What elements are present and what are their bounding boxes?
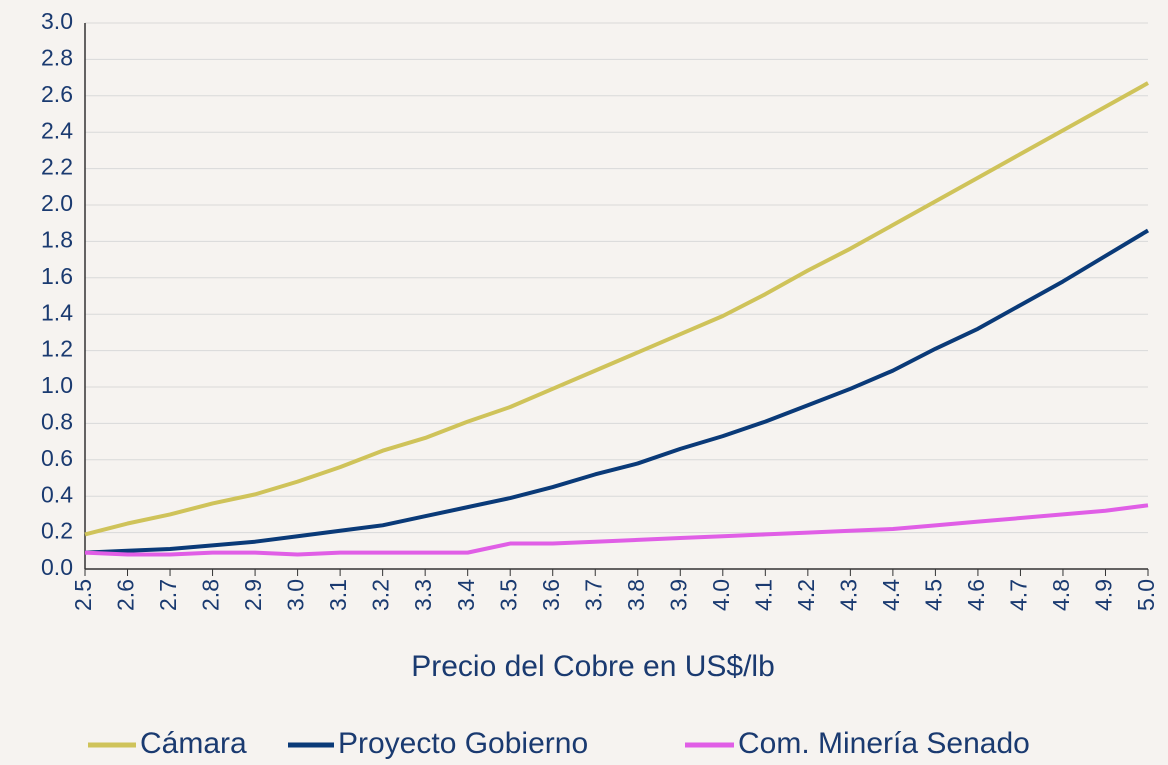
x-tick-label: 3.3 [410,579,436,611]
x-tick-label: 5.0 [1133,579,1159,611]
y-tick-label: 1.2 [41,336,73,362]
legend-label: Com. Minería Senado [738,727,1030,760]
y-tick-label: 1.0 [41,372,73,398]
x-tick-label: 2.9 [240,579,266,611]
x-tick-label: 4.8 [1048,579,1074,611]
series-line [84,503,1149,557]
legend-label: Proyecto Gobierno [338,727,588,760]
y-tick-label: 0.2 [41,518,73,544]
y-tick-label: 1.4 [41,299,73,325]
legend-label: Cámara [140,727,247,760]
y-tick-label: 2.0 [41,190,73,216]
y-tick-label: 2.8 [41,44,73,70]
x-tick-label: 3.1 [325,579,351,611]
x-tick-label: 4.2 [793,579,819,611]
y-tick-label: 3.0 [41,8,73,34]
x-tick-label: 2.6 [113,579,139,611]
x-tick-label: 3.6 [538,579,564,611]
x-tick-label: 4.7 [1006,579,1032,611]
y-tick-label: 0.8 [41,408,73,434]
y-tick-label: 0.0 [41,554,73,580]
x-tick-label: 2.8 [198,579,224,611]
x-tick-label: 3.2 [368,579,394,611]
x-tick-label: 3.5 [495,579,521,611]
x-tick-label: 4.0 [708,579,734,611]
y-tick-label: 0.4 [41,481,73,507]
x-tick-label: 3.4 [453,579,479,611]
x-tick-label: 4.1 [750,579,776,611]
series-line [84,228,1150,555]
series-line [84,81,1149,537]
x-tick-label: 4.3 [835,579,861,611]
x-axis-title: Precio del Cobre en US$/lb [411,650,775,683]
x-tick-label: 4.6 [963,579,989,611]
y-tick-label: 2.2 [41,154,73,180]
x-tick-label: 3.8 [623,579,649,611]
x-tick-label: 4.5 [920,579,946,611]
x-tick-label: 2.7 [155,579,181,611]
y-tick-label: 1.8 [41,226,73,252]
x-tick-label: 3.0 [283,579,309,611]
x-tick-label: 3.7 [580,579,606,611]
x-tick-label: 4.4 [878,579,904,611]
y-tick-label: 2.6 [41,81,73,107]
x-tick-label: 3.9 [665,579,691,611]
x-tick-label: 4.9 [1091,579,1117,611]
y-tick-label: 1.6 [41,263,73,289]
x-tick-label: 2.5 [70,579,96,611]
y-tick-label: 0.6 [41,445,73,471]
y-tick-label: 2.4 [41,117,73,143]
